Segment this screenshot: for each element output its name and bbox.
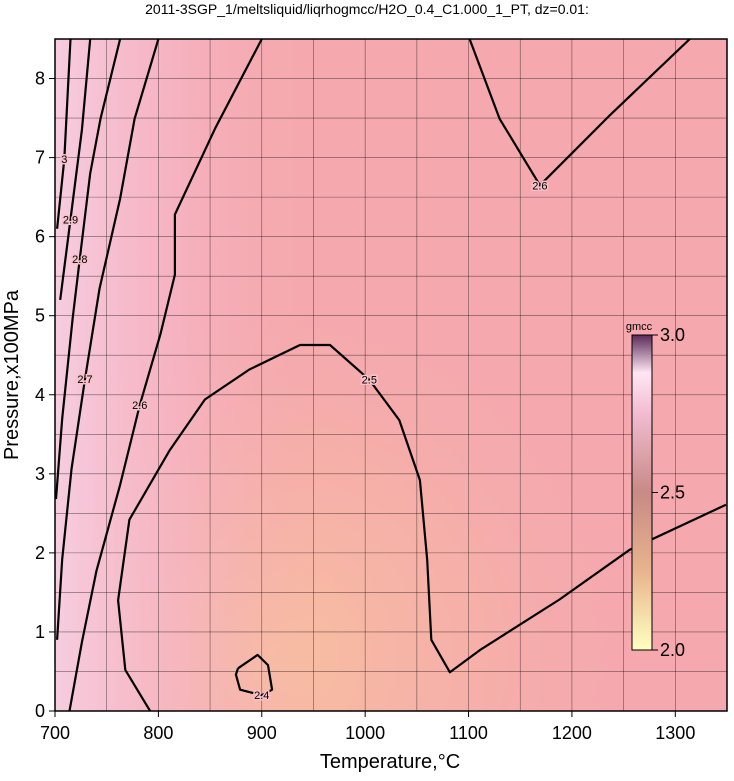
contour-line: [117, 343, 727, 711]
contour-label: 3: [61, 154, 67, 166]
y-axis-label: Pressure,x100MPa: [1, 289, 23, 460]
axes: 700 800 900 1000 1100 1200 1300 0 1 2 3 4 5 6 7 8 2.0 2.5…: [35, 69, 695, 743]
contour-line: [68, 39, 263, 711]
contour-label: 2.9: [63, 214, 78, 226]
x-tick-label: 1300: [655, 723, 695, 743]
x-tick-label: 700: [40, 723, 70, 743]
x-tick-label: 1200: [552, 723, 592, 743]
x-tick-label: 1000: [345, 723, 385, 743]
y-tick-label: 6: [35, 227, 45, 247]
x-axis-label: Temperature,°C: [320, 751, 460, 773]
chart-title: 2011-3SGP_1/meltsliquid/liqrhogmcc/H2O_0…: [145, 1, 589, 17]
contour-label: 2.5: [362, 375, 377, 387]
contour-line: [468, 39, 691, 187]
colorbar-tick-label: 2.5: [660, 483, 685, 503]
y-tick-label: 8: [35, 69, 45, 89]
contour-line: [234, 653, 274, 697]
y-tick-label: 5: [35, 306, 45, 326]
x-tick-label: 900: [247, 723, 277, 743]
y-tick-label: 0: [35, 701, 45, 721]
y-tick-label: 2: [35, 543, 45, 563]
contour-line: [59, 39, 92, 301]
contour-line: [56, 39, 72, 229]
y-tick-label: 4: [35, 385, 45, 405]
contour-line: [56, 39, 160, 640]
contours: 2.5 2.4 2.6 2.6 2.7 2.8 2.9 3: [55, 39, 727, 711]
y-tick-label: 3: [35, 464, 45, 484]
contour-label: 2.8: [72, 254, 87, 266]
contour-line: [55, 39, 122, 500]
colorbar-tick-label: 2.0: [660, 640, 685, 660]
contour-label: 2.6: [132, 400, 147, 412]
contour-label: 2.4: [254, 690, 269, 702]
plot-frame: [54, 38, 728, 712]
y-tick-label: 7: [35, 148, 45, 168]
x-tick-label: 800: [143, 723, 173, 743]
contour-label: 2.7: [77, 374, 92, 386]
colorbar: [631, 334, 653, 651]
grid: [55, 39, 727, 711]
x-tick-label: 1100: [449, 723, 488, 743]
plot-shading: [55, 39, 727, 711]
y-tick-label: 1: [35, 622, 45, 642]
contour-label: 2.6: [532, 180, 547, 192]
colorbar-tick-label: 3.0: [660, 325, 685, 345]
colorbar-label: gmcc: [626, 321, 653, 333]
